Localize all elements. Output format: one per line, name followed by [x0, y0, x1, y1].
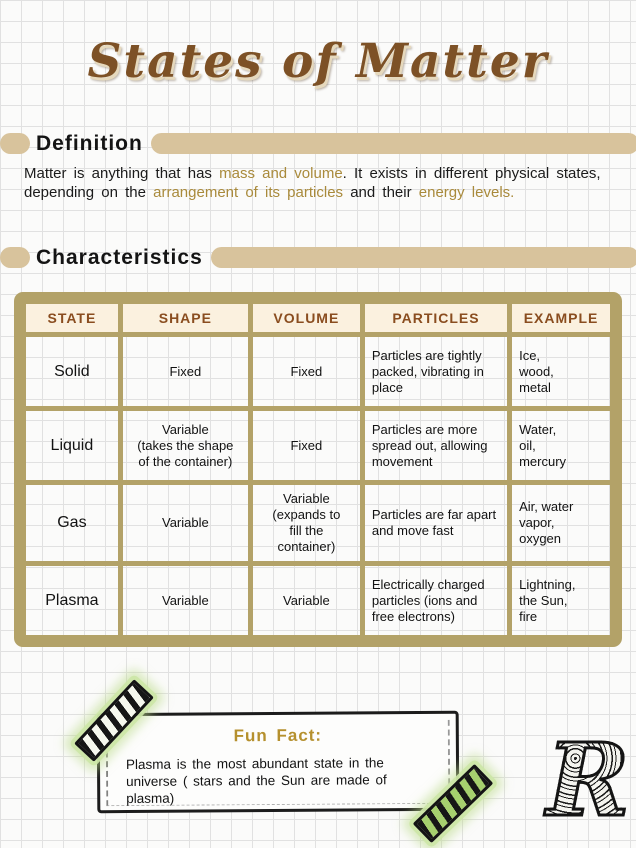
definition-segment: . It exists in different physical states…	[24, 165, 601, 201]
accent-pill	[210, 247, 636, 268]
table-row-plasma: Plasma Variable Variable Electrically ch…	[21, 561, 615, 640]
fun-fact-box: Fun Fact: Plasma is the most abundant st…	[96, 710, 460, 814]
cell-state: Liquid	[21, 406, 123, 485]
cell-state: Gas	[21, 480, 123, 566]
table-row-liquid: Liquid Variable (takes the shape of the …	[21, 406, 615, 485]
cell-particles: Particles are far apart and move fast	[359, 480, 513, 566]
definition-segment: and their	[343, 184, 419, 201]
cell-example: Water, oil, mercury	[507, 406, 615, 485]
cell-volume: Variable (expands to fill the container)	[247, 480, 365, 566]
definition-heading: Definition	[36, 131, 143, 155]
accent-pill	[0, 247, 30, 268]
logo-r-monogram: R	[545, 721, 631, 839]
column-header-shape: SHAPE	[117, 299, 253, 337]
cell-shape: Variable (takes the shape of the contain…	[117, 406, 253, 485]
table-row-gas: Gas Variable Variable (expands to fill t…	[21, 480, 615, 566]
cell-shape: Variable	[117, 480, 253, 566]
cell-particles: Particles are more spread out, allowing …	[359, 406, 513, 485]
cell-example: Air, water vapor, oxygen	[507, 480, 615, 566]
definition-segment-highlight: mass and volume	[219, 165, 343, 182]
column-header-example: EXAMPLE	[507, 299, 615, 337]
cell-particles: Electrically charged particles (ions and…	[359, 561, 513, 640]
cell-state: Plasma	[21, 561, 123, 640]
column-header-state: STATE	[21, 299, 123, 337]
cell-example: Ice, wood, metal	[507, 332, 615, 411]
cell-shape: Variable	[117, 561, 253, 640]
characteristics-section-bar: Characteristics	[0, 246, 636, 269]
table-row-solid: Solid Fixed Fixed Particles are tightly …	[21, 332, 615, 411]
definition-segment-highlight: arrangement of its particles	[153, 184, 344, 201]
cell-example: Lightning, the Sun, fire	[507, 561, 615, 640]
definition-paragraph: Matter is anything that has mass and vol…	[24, 164, 616, 202]
accent-pill	[150, 133, 636, 154]
column-header-particles: PARTICLES	[359, 299, 513, 337]
definition-segment-highlight: energy levels.	[418, 184, 515, 201]
fun-fact-heading: Fun Fact:	[233, 725, 323, 746]
page-title: States of Matter	[87, 34, 549, 89]
cell-volume: Variable	[247, 561, 365, 640]
states-table: STATE SHAPE VOLUME PARTICLES EXAMPLE Sol…	[14, 292, 622, 647]
fun-fact-text: Plasma is the most abundant state in the…	[125, 755, 387, 807]
definition-section-bar: Definition	[0, 132, 636, 155]
column-header-volume: VOLUME	[247, 299, 365, 337]
cell-state: Solid	[21, 332, 123, 411]
cell-volume: Fixed	[247, 406, 365, 485]
definition-segment: Matter is anything that has	[24, 165, 220, 182]
table-header-row: STATE SHAPE VOLUME PARTICLES EXAMPLE	[21, 299, 615, 337]
characteristics-heading: Characteristics	[36, 245, 203, 269]
cell-particles: Particles are tightly packed, vibrating …	[359, 332, 513, 411]
cell-volume: Fixed	[247, 332, 365, 411]
cell-shape: Fixed	[117, 332, 253, 411]
accent-pill	[0, 133, 30, 154]
